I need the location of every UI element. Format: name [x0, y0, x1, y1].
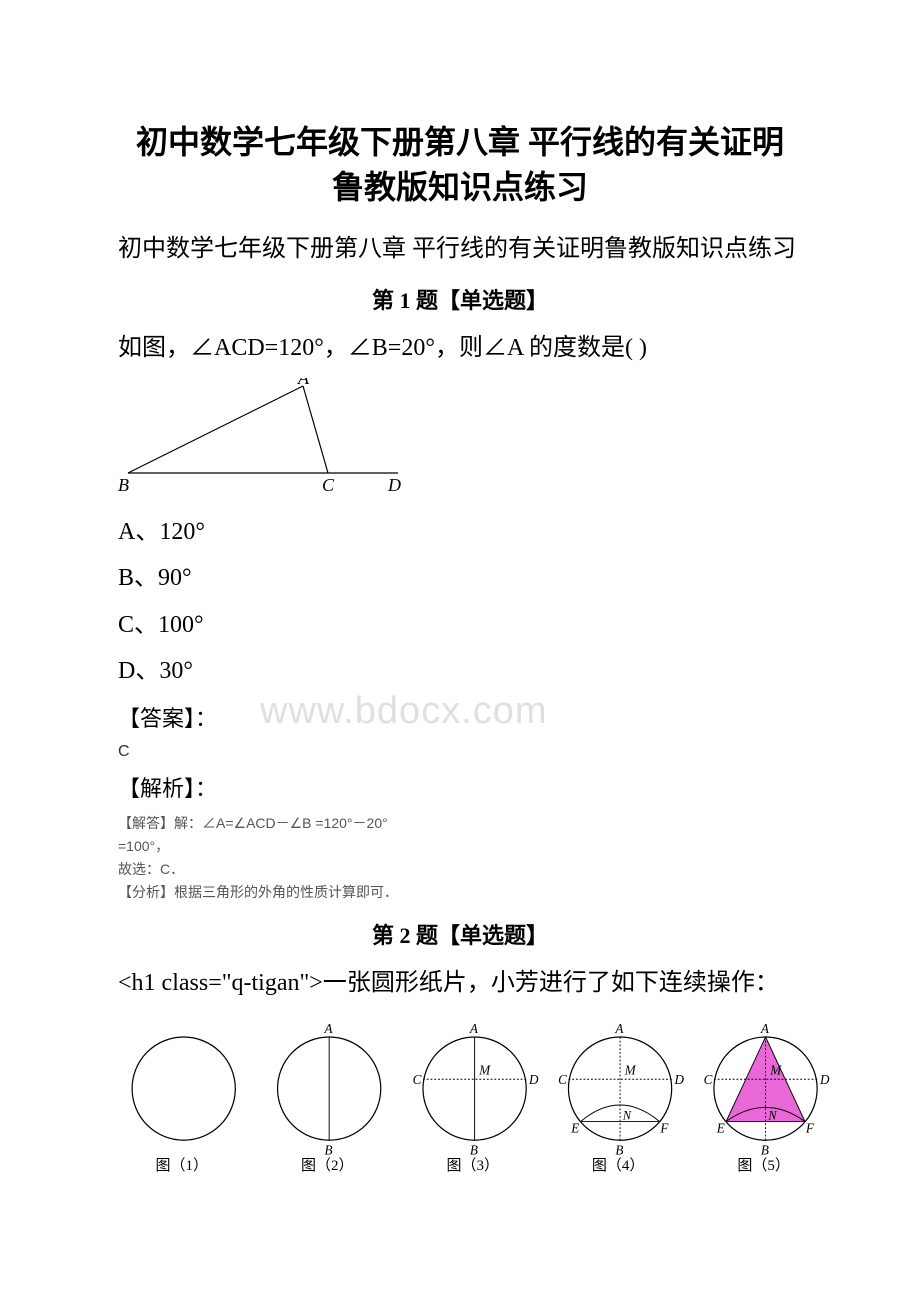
document-content: 初中数学七年级下册第八章 平行线的有关证明 鲁教版知识点练习 初中数学七年级下册… [70, 120, 850, 1183]
fig3-label: 图（3） [446, 1157, 499, 1174]
fig5-A: A [760, 1021, 770, 1036]
q1-header: 第 1 题【单选题】 [70, 283, 850, 315]
q1-answer-value: C [118, 743, 850, 761]
title-line-1: 初中数学七年级下册第八章 平行线的有关证明 [136, 124, 784, 160]
title-line-2: 鲁教版知识点练习 [332, 169, 588, 205]
q1-option-b: B、90° [118, 559, 850, 597]
q1-analysis-1: 【解答】解：∠A=∠ACD－∠B =120°－20° [118, 813, 850, 834]
fig2-label: 图（2） [301, 1157, 354, 1174]
label-D: D [387, 475, 401, 495]
q1-option-a: A、120° [118, 513, 850, 551]
fig4-C: C [558, 1071, 567, 1086]
fig5-label: 图（5） [737, 1157, 790, 1174]
q2-text: <h1 class="q-tigan">一张圆形纸片，小芳进行了如下连续操作： [118, 965, 850, 1001]
fig5-N: N [767, 1108, 777, 1122]
q1-option-d: D、30° [118, 652, 850, 690]
fig5-E: E [716, 1120, 725, 1135]
fig4-F: F [659, 1120, 669, 1135]
fig3-A: A [469, 1021, 479, 1036]
fig4-M: M [624, 1062, 637, 1077]
q1-option-c: C、100° [118, 606, 850, 644]
fig5-B: B [761, 1142, 769, 1157]
q1-analysis-label: 【解析】： [118, 771, 850, 803]
fig4-B: B [615, 1142, 623, 1157]
fig3-M: M [478, 1062, 491, 1077]
q1-text: 如图，∠ACD=120°，∠B=20°，则∠A 的度数是( ) [118, 330, 850, 366]
label-A: A [297, 378, 310, 388]
fig5-C: C [704, 1071, 713, 1086]
fig2-A: A [323, 1021, 333, 1036]
q1-answer-label: 【答案】： [118, 701, 850, 733]
label-C: C [322, 475, 335, 495]
fig5-M: M [769, 1062, 782, 1077]
fig4-N: N [622, 1108, 632, 1122]
fig4-A: A [614, 1021, 624, 1036]
fig2-B: B [324, 1142, 332, 1157]
fig5-F: F [805, 1120, 815, 1135]
fig3-C: C [413, 1071, 422, 1086]
q2-header: 第 2 题【单选题】 [70, 918, 850, 950]
q1-figure: A B C D [118, 378, 850, 503]
fig3-D: D [528, 1071, 539, 1086]
fig1-label: 图（1） [156, 1157, 209, 1174]
q1-analysis-2: =100°， [118, 836, 850, 857]
main-title: 初中数学七年级下册第八章 平行线的有关证明 鲁教版知识点练习 [70, 120, 850, 210]
fig4-label: 图（4） [592, 1157, 645, 1174]
subtitle: 初中数学七年级下册第八章 平行线的有关证明鲁教版知识点练习 [70, 230, 850, 268]
q1-analysis-4: 【分析】根据三角形的外角的性质计算即可． [118, 882, 850, 903]
fig3-B: B [470, 1142, 478, 1157]
fig5-D: D [819, 1071, 830, 1086]
q2-figures: 图（1） A B 图（2） A B C D M 图（3） [118, 1013, 850, 1183]
fig4-D: D [674, 1071, 685, 1086]
fig4-E: E [570, 1120, 579, 1135]
q1-analysis-3: 故选：C． [118, 859, 850, 880]
label-B: B [118, 475, 129, 495]
